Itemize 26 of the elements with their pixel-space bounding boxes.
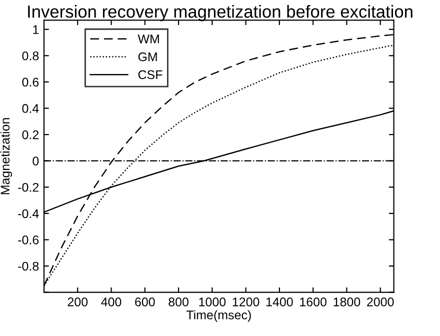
x-tick-label: 400 <box>101 298 122 306</box>
y-axis-title: Magnetization <box>0 118 12 194</box>
y-tick-label: 0 <box>32 156 39 166</box>
y-tick-label: -0.6 <box>18 236 39 244</box>
legend-label: GM <box>138 52 157 62</box>
x-tick-label: 1600 <box>300 298 326 306</box>
x-tick-label: 800 <box>168 298 188 306</box>
y-tick-label: -0.4 <box>18 209 39 218</box>
y-tick-label: 0.8 <box>22 51 39 60</box>
legend-label: CSF <box>138 70 162 80</box>
y-tick-label: -0.2 <box>18 182 39 192</box>
x-tick-label: 1000 <box>199 298 226 306</box>
y-tick-label: 0.6 <box>22 78 39 87</box>
x-axis-title: Time(msec) <box>186 310 251 322</box>
x-tick-label: 600 <box>135 298 155 306</box>
y-tick-label: 0.4 <box>22 104 39 113</box>
x-tick-label: 200 <box>68 298 88 306</box>
x-tick-label: 1800 <box>334 298 360 306</box>
legend-label: WM <box>138 34 159 44</box>
x-tick-label: 2000 <box>367 298 394 306</box>
x-tick-label: 1400 <box>266 298 293 306</box>
y-tick-label: -0.8 <box>18 262 39 271</box>
x-tick-label: 1200 <box>232 298 260 306</box>
y-tick-label: 1 <box>33 25 39 34</box>
chart-title: Inversion recovery magnetization before excitation <box>28 5 412 22</box>
y-tick-label: 0.2 <box>22 130 39 140</box>
